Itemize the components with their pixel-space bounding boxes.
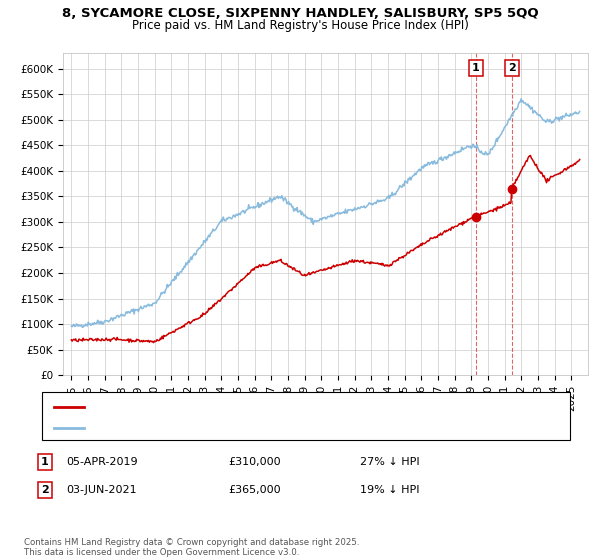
Text: £310,000: £310,000 [228,457,281,467]
Text: HPI: Average price, detached house, Dorset: HPI: Average price, detached house, Dors… [90,423,317,433]
Text: 2: 2 [41,485,49,495]
Text: 03-JUN-2021: 03-JUN-2021 [66,485,137,495]
Text: 8, SYCAMORE CLOSE, SIXPENNY HANDLEY, SALISBURY, SP5 5QQ: 8, SYCAMORE CLOSE, SIXPENNY HANDLEY, SAL… [62,7,538,20]
Text: Price paid vs. HM Land Registry's House Price Index (HPI): Price paid vs. HM Land Registry's House … [131,19,469,32]
Text: Contains HM Land Registry data © Crown copyright and database right 2025.
This d: Contains HM Land Registry data © Crown c… [24,538,359,557]
Text: 05-APR-2019: 05-APR-2019 [66,457,137,467]
Text: 1: 1 [472,63,480,73]
Text: 2: 2 [508,63,515,73]
Text: 1: 1 [41,457,49,467]
Text: 8, SYCAMORE CLOSE, SIXPENNY HANDLEY, SALISBURY, SP5 5QQ (detached house): 8, SYCAMORE CLOSE, SIXPENNY HANDLEY, SAL… [90,402,519,412]
Text: £365,000: £365,000 [228,485,281,495]
Text: 27% ↓ HPI: 27% ↓ HPI [360,457,419,467]
Text: 19% ↓ HPI: 19% ↓ HPI [360,485,419,495]
